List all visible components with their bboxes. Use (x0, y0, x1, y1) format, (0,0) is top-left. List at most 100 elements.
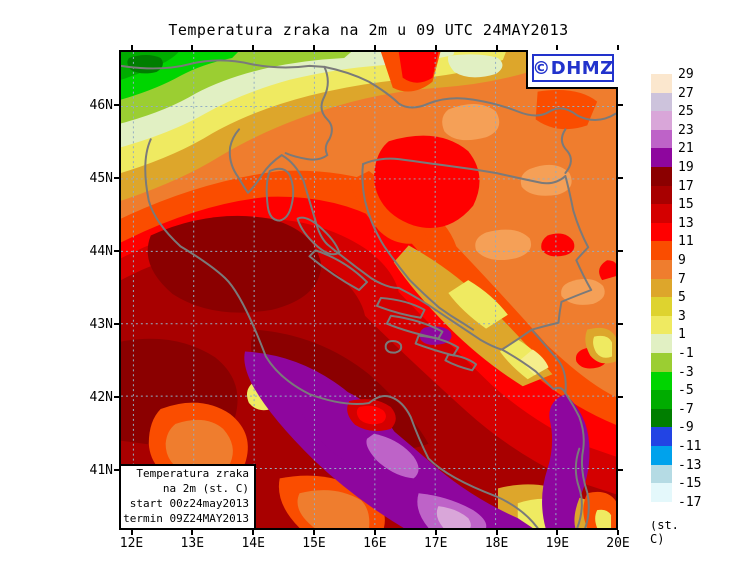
colorbar-value-label: 19 (678, 160, 694, 175)
lon-label: 16E (363, 536, 387, 551)
colorbar-value-label: 9 (678, 253, 686, 268)
colorbar-swatch (651, 427, 672, 447)
colorbar-value-label: 29 (678, 67, 694, 82)
lon-tick-top (556, 45, 559, 50)
colorbar-value-label: -15 (678, 476, 702, 492)
colorbar-swatch (651, 148, 672, 168)
colorbar-value-label: -3 (678, 364, 694, 380)
lon-tick-top (434, 45, 437, 50)
colorbar-value-label: -1 (678, 346, 694, 361)
lat-tick-right (618, 396, 623, 398)
lat-tick-right (618, 250, 623, 252)
lat-tick-left (114, 177, 119, 179)
info-line-1: Temperatura zraka (136, 467, 249, 480)
lat-label: 46N (89, 98, 113, 113)
map-title: Temperatura zraka na 2m u 09 UTC 24MAY20… (168, 21, 569, 39)
colorbar-value-label: -17 (678, 494, 702, 510)
colorbar-swatch (651, 315, 672, 335)
colorbar-swatch (651, 408, 672, 428)
colorbar-swatch (651, 371, 672, 391)
info-line-2: na 2m (st. C) (162, 482, 249, 495)
colorbar-swatch (651, 241, 672, 261)
lon-label: 13E (180, 536, 205, 551)
lon-tick-top (313, 45, 315, 50)
colorbar-value-label: 15 (678, 197, 694, 213)
colorbar-value-label: 23 (678, 122, 694, 138)
lon-tick-bottom (252, 530, 255, 535)
lon-label: 20E (606, 536, 630, 551)
colorbar-value-label: 17 (678, 178, 694, 194)
dhmz-logo-box: ©DHMZ (526, 50, 618, 89)
colorbar-swatch (651, 111, 672, 131)
lat-label: 41N (89, 463, 113, 478)
colorbar-swatch (651, 185, 672, 205)
colorbar-value-label: 1 (678, 327, 686, 343)
lat-tick-left (114, 396, 119, 398)
colorbar-value-label: -11 (678, 439, 702, 454)
info-line-4: termin 09Z24MAY2013 (123, 512, 249, 525)
colorbar-swatch (651, 92, 672, 112)
lat-label: 43N (89, 317, 113, 332)
lat-label: 44N (89, 244, 113, 259)
colorbar-swatch (651, 278, 672, 298)
colorbar-value-label: 11 (678, 234, 694, 250)
lat-tick-left (114, 469, 119, 471)
colorbar-swatch (651, 167, 672, 187)
lon-tick-bottom (495, 530, 498, 535)
lat-tick-right (618, 323, 623, 325)
colorbar-value-label: 27 (678, 85, 694, 101)
lon-label: 19E (545, 536, 570, 551)
colorbar-swatch (651, 390, 672, 410)
colorbar-swatch (651, 74, 672, 94)
colorbar-swatch (651, 353, 672, 373)
colorbar-swatch (651, 297, 672, 317)
colorbar-value-label: 21 (678, 141, 694, 157)
colorbar-swatch (651, 334, 672, 354)
lon-tick-top (252, 45, 255, 50)
lon-tick-top (495, 45, 498, 50)
colorbar-swatch (651, 204, 672, 224)
colorbar-swatch (651, 129, 672, 149)
colorbar-unit-label: (st. C) (650, 518, 679, 546)
info-line-3: start 00z24may2013 (129, 497, 249, 510)
colorbar-value-label: 3 (678, 308, 686, 324)
lat-label: 45N (89, 171, 113, 186)
lon-tick-bottom (130, 530, 133, 535)
run-info-box: Temperatura zraka na 2m (st. C) start 00… (119, 464, 256, 530)
lon-tick-top (191, 45, 194, 50)
colorbar-swatch (651, 501, 672, 521)
lon-tick-bottom (556, 530, 559, 535)
lon-label: 14E (241, 536, 265, 551)
lon-label: 12E (119, 536, 144, 551)
colorbar-swatch (651, 483, 672, 503)
lon-label: 15E (302, 536, 326, 551)
map-plot-area (119, 50, 618, 530)
colorbar-swatch (651, 222, 672, 242)
lon-tick-top (617, 45, 619, 50)
lon-tick-bottom (434, 530, 437, 535)
lat-tick-right (618, 104, 623, 106)
temperature-field-map (121, 52, 616, 528)
lon-tick-bottom (373, 530, 376, 535)
lat-tick-right (618, 177, 623, 179)
colorbar-value-label: -7 (678, 401, 694, 417)
coastlines-and-borders (121, 59, 616, 528)
colorbar-value-label: 5 (678, 290, 686, 306)
lon-tick-bottom (191, 530, 194, 535)
lon-tick-top (373, 45, 376, 50)
lat-tick-left (114, 104, 119, 106)
lat-tick-left (114, 323, 119, 325)
lon-label: 18E (484, 536, 509, 551)
colorbar-value-label: 7 (678, 271, 686, 287)
lat-tick-right (618, 469, 623, 471)
colorbar-value-label: 13 (678, 215, 694, 231)
colorbar-swatch (651, 260, 672, 280)
lat-tick-left (114, 250, 119, 252)
lat-label: 42N (89, 390, 113, 405)
lon-tick-bottom (617, 530, 619, 535)
colorbar-value-label: -9 (678, 420, 694, 436)
dhmz-logo-text: ©DHMZ (532, 57, 614, 79)
colorbar-swatch (651, 446, 672, 466)
lon-label: 17E (423, 536, 448, 551)
